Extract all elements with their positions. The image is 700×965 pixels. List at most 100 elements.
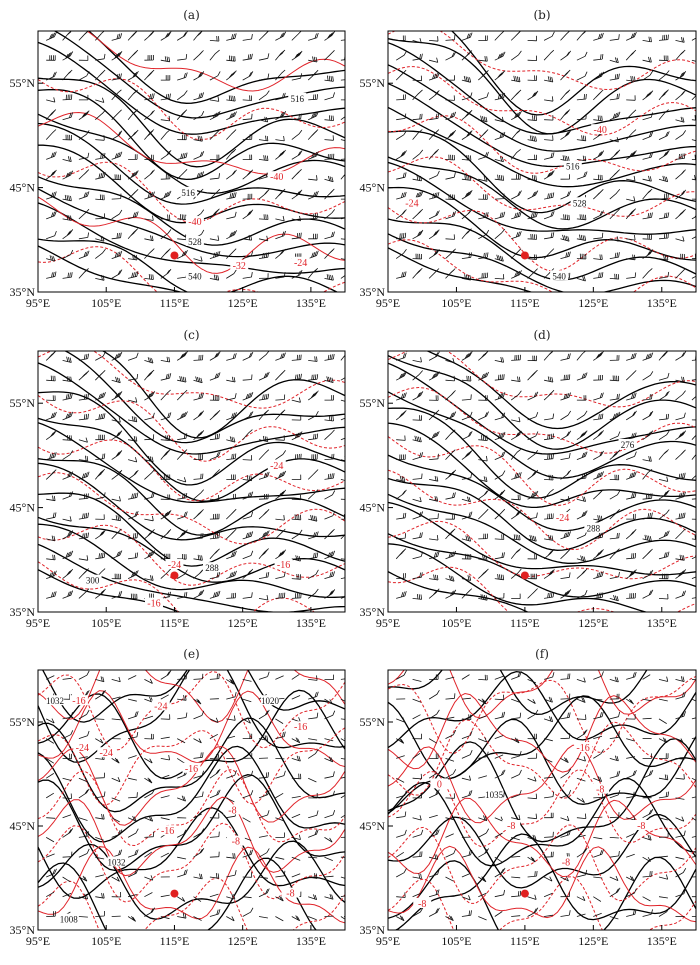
contour-line-black — [388, 493, 696, 564]
contour-line-red — [38, 822, 345, 903]
x-tick-label: 95°E — [26, 616, 50, 630]
contour-label-black: 540 — [188, 271, 202, 281]
contour-line-black — [388, 571, 530, 612]
x-tick-label: 125°E — [578, 934, 608, 948]
contour-line-black — [388, 42, 696, 135]
panel-label: (e) — [183, 647, 199, 661]
contour-label-red: 0 — [437, 779, 442, 790]
contour-line-red — [388, 207, 696, 272]
contour-line-red — [38, 745, 345, 826]
contour-label-red: -16 — [185, 764, 198, 775]
x-tick-label: 105°E — [441, 616, 471, 630]
contour-line-red — [388, 676, 696, 754]
contour-line-red — [38, 196, 345, 274]
contour-label-black: 300 — [86, 576, 100, 586]
contour-line-black — [38, 717, 345, 813]
x-tick-label: 135°E — [647, 296, 677, 310]
contour-line-red — [38, 796, 345, 877]
contour-line-black — [38, 492, 345, 567]
x-tick-label: 135°E — [296, 616, 326, 630]
contour-line-black — [38, 523, 345, 599]
contour-line-red — [388, 670, 696, 719]
contour-line-black — [388, 156, 696, 230]
station-marker — [170, 251, 179, 260]
y-tick-label: 35°N — [360, 605, 386, 619]
contour-label-black: 1035 — [485, 790, 504, 800]
contour-line-black — [388, 501, 696, 576]
x-tick-label: 135°E — [647, 934, 677, 948]
contour-label-black: 540 — [552, 271, 566, 281]
y-tick-label: 55°N — [360, 396, 386, 410]
contour-line-black — [38, 774, 345, 872]
panel-d: 276 288 -24 (d) 95°E 105°E 115°E 125°E 135°E 35°N… — [360, 328, 697, 630]
contour-line-black — [388, 355, 696, 450]
x-tick-label: 115°E — [160, 934, 190, 948]
contour-line-black — [388, 738, 696, 843]
contour-line-red — [388, 845, 696, 923]
contour-line-black — [38, 238, 339, 292]
y-tick-label: 45°N — [360, 819, 386, 833]
wind-barbs — [45, 351, 345, 601]
panel-frame — [37, 669, 346, 931]
contour-label-black: 288 — [587, 523, 601, 533]
contour-line-black — [388, 186, 696, 261]
x-tick-label: 95°E — [376, 616, 400, 630]
contour-label-red: -16 — [277, 560, 290, 571]
contour-label-red: -40 — [594, 125, 607, 136]
contour-label-red: -24 — [100, 748, 113, 759]
contour-line-black — [41, 670, 345, 723]
contour-line-red — [388, 876, 696, 930]
contour-line-black — [388, 454, 696, 532]
contour-line-black — [38, 458, 345, 536]
y-tick-label: 35°N — [360, 923, 386, 937]
contour-line-red — [38, 31, 345, 92]
contour-line-black — [38, 417, 345, 502]
contour-label-red: -40 — [188, 217, 201, 228]
x-tick-label: 105°E — [441, 934, 471, 948]
wind-barbs — [45, 31, 345, 281]
x-tick-label: 125°E — [578, 616, 608, 630]
contour-line-red — [38, 670, 345, 723]
contour-line-black — [38, 202, 345, 274]
contour-line-black — [388, 362, 696, 455]
contour-label-red: -8 — [228, 805, 236, 816]
contour-line-black — [38, 569, 181, 612]
y-tick-label: 35°N — [10, 285, 36, 299]
y-tick-label: 35°N — [10, 923, 36, 937]
plot-area: 1032 1020 1032 1008 -16 -24 -24 -24 -16 -16 -8 -16 -… — [38, 670, 345, 930]
x-tick-label: 115°E — [510, 296, 540, 310]
contour-line-red — [38, 769, 345, 847]
plot-area: 516 528 540 -40 -24 — [388, 31, 696, 292]
x-tick-label: 95°E — [376, 296, 400, 310]
x-tick-label: 125°E — [578, 296, 608, 310]
x-tick-label: 95°E — [376, 934, 400, 948]
contour-line-black — [388, 64, 696, 152]
x-tick-label: 105°E — [441, 296, 471, 310]
wind-barbs — [395, 31, 696, 282]
panel-b: 516 528 540 -40 -24 (b) 95°E 105°E 115°E 125°E 135… — [360, 8, 697, 310]
x-tick-label: 125°E — [228, 296, 258, 310]
contour-line-red — [388, 520, 696, 580]
contour-label-red: -40 — [270, 172, 283, 183]
panel-a: 516 516 528 540 -40 -40 -32 -24 (a) 95°E 105°E 115°… — [10, 8, 346, 310]
contour-line-black — [388, 83, 696, 168]
contour-line-black — [38, 188, 345, 258]
x-tick-label: 95°E — [26, 934, 50, 948]
contour-label-red: -24 — [405, 198, 418, 209]
wind-barbs — [45, 670, 345, 922]
contour-line-black — [388, 130, 696, 214]
y-tick-label: 55°N — [360, 715, 386, 729]
contour-label-red: -8 — [596, 785, 604, 796]
station-marker — [520, 571, 529, 580]
contour-line-black — [38, 516, 345, 583]
contour-line-black — [38, 422, 345, 504]
y-tick-label: 45°N — [360, 181, 386, 195]
plot-area: 516 516 528 540 -40 -40 -32 -24 — [38, 31, 345, 292]
contour-line-red — [388, 436, 696, 506]
contour-line-red — [38, 472, 345, 545]
contour-line-red — [388, 744, 696, 824]
contour-line-red — [388, 351, 696, 408]
contour-line-black — [38, 89, 345, 181]
contour-line-black — [388, 161, 696, 235]
